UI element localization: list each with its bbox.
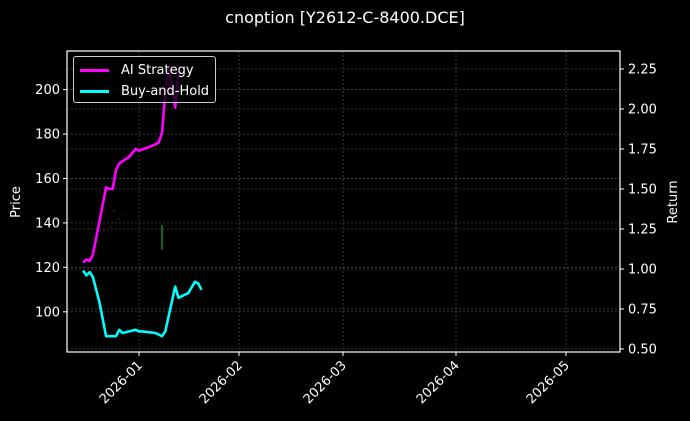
- price-candles: [88, 210, 163, 250]
- y-tick-label-left: 100: [35, 305, 60, 320]
- y-tick-label-left: 200: [35, 83, 60, 98]
- price-dot: [122, 215, 124, 217]
- y-tick-label-right: 2.25: [628, 63, 657, 78]
- legend-swatch-buy-and-hold: [80, 89, 109, 93]
- grid-lines: [67, 51, 620, 352]
- y-axis-label-left: Price: [9, 186, 24, 218]
- legend-item-ai-strategy: AI Strategy: [80, 61, 194, 79]
- x-tick-label: 2026-03: [301, 358, 350, 407]
- x-tick-label: 2026-04: [414, 358, 463, 407]
- y-tick-label-left: 160: [35, 172, 60, 187]
- y-tick-label-right: 1.00: [628, 263, 657, 278]
- y-tick-label-right: 1.25: [628, 223, 657, 238]
- price-dot: [110, 226, 112, 228]
- price-dot: [113, 210, 115, 212]
- series-line-buy-and-hold: [82, 269, 203, 338]
- x-tick-label: 2026-05: [524, 358, 573, 407]
- chart-legend: AI Strategy Buy-and-Hold: [73, 56, 216, 103]
- y-tick-label-right: 0.50: [628, 343, 657, 358]
- y-tick-label-right: 1.50: [628, 183, 657, 198]
- price-dot: [118, 218, 120, 220]
- series-lines: [82, 66, 203, 338]
- y-axis-label-right: Return: [666, 180, 681, 223]
- legend-label: AI Strategy: [121, 62, 194, 78]
- x-tick-label: 2026-01: [97, 358, 146, 407]
- y-tick-label-left: 120: [35, 261, 60, 276]
- chart-title: cnoption [Y2612-C-8400.DCE]: [225, 8, 465, 27]
- price-dot: [88, 228, 90, 230]
- axes: 2026-01 2026-02 2026-03 2026-04 2026-05 100 12…: [35, 63, 657, 408]
- y-tick-label-right: 1.75: [628, 143, 657, 158]
- y-tick-label-left: 140: [35, 216, 60, 231]
- y-tick-label-left: 180: [35, 128, 60, 143]
- legend-item-buy-and-hold: Buy-and-Hold: [80, 82, 209, 100]
- legend-label: Buy-and-Hold: [121, 83, 210, 99]
- x-tick-label: 2026-02: [197, 358, 246, 407]
- y-tick-label-right: 0.75: [628, 303, 657, 318]
- y-tick-label-right: 2.00: [628, 103, 657, 118]
- price-dot: [103, 230, 105, 232]
- legend-swatch-ai-strategy: [80, 68, 109, 72]
